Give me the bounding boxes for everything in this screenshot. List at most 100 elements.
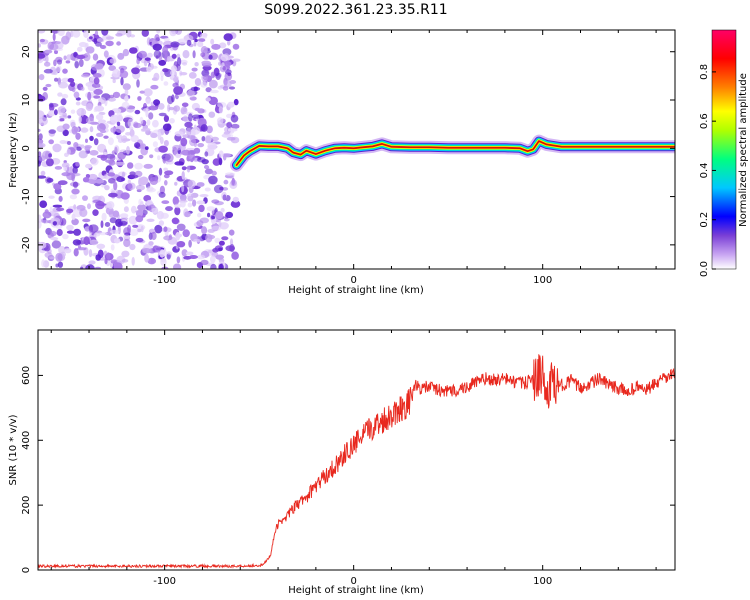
noise-speckle (81, 108, 85, 117)
noise-speckle (168, 106, 175, 111)
snr-ticks: -100 0 100 0 200 400 600 (21, 330, 675, 587)
noise-speckle (93, 77, 100, 85)
noise-speckle (208, 54, 213, 60)
noise-speckle (72, 30, 81, 38)
noise-speckle (116, 214, 120, 219)
noise-speckle (134, 162, 143, 170)
noise-speckle (83, 236, 90, 246)
noise-speckle (48, 102, 54, 108)
noise-speckle (98, 232, 108, 236)
noise-speckle (135, 237, 144, 243)
noise-speckle (41, 219, 50, 224)
noise-speckle (113, 262, 123, 269)
noise-speckle (57, 92, 63, 97)
noise-speckle (181, 171, 185, 180)
noise-speckle (131, 256, 135, 266)
noise-speckle (121, 101, 130, 109)
noise-speckle (186, 165, 191, 173)
noise-speckle (210, 255, 216, 264)
noise-speckle (142, 248, 152, 254)
noise-speckle (85, 174, 90, 178)
noise-speckle (85, 46, 95, 54)
noise-speckle (95, 41, 102, 47)
noise-speckle (134, 142, 141, 149)
noise-speckle (209, 79, 218, 89)
noise-speckle (38, 151, 42, 157)
noise-speckle (208, 111, 216, 118)
noise-speckle (134, 109, 141, 115)
noise-speckle (56, 228, 63, 237)
noise-speckle (154, 224, 163, 234)
noise-speckle (107, 137, 114, 146)
noise-speckle (174, 161, 185, 166)
noise-speckle (61, 93, 69, 99)
y-tick-label: 600 (21, 366, 32, 385)
noise-speckle (182, 62, 188, 66)
noise-speckle (62, 234, 69, 240)
noise-speckle (42, 211, 52, 219)
noise-speckle (120, 192, 130, 200)
noise-speckle (92, 209, 99, 217)
noise-speckle (88, 260, 96, 265)
noise-speckle (44, 252, 53, 258)
noise-speckle (148, 112, 154, 120)
noise-speckle (67, 115, 72, 119)
noise-speckle (196, 182, 205, 187)
noise-speckle (196, 157, 206, 163)
noise-speckle (225, 172, 235, 176)
noise-speckle (100, 45, 106, 49)
noise-speckle (76, 54, 86, 60)
noise-speckle (95, 114, 104, 121)
noise-speckle (212, 158, 221, 166)
noise-speckle (165, 206, 173, 212)
noise-speckle (191, 114, 202, 119)
noise-speckle (120, 77, 124, 86)
noise-speckle (38, 220, 42, 229)
noise-speckle (196, 220, 204, 227)
noise-speckle (135, 215, 144, 223)
noise-speckle (144, 253, 150, 263)
noise-speckle (51, 240, 62, 249)
noise-speckle (200, 81, 208, 88)
noise-speckle (141, 127, 151, 132)
noise-speckle (226, 137, 236, 141)
noise-speckle (55, 263, 59, 268)
noise-speckle (188, 113, 193, 122)
noise-speckle (94, 30, 99, 36)
noise-speckle (181, 184, 185, 193)
noise-speckle (57, 261, 64, 268)
noise-speckle (107, 172, 116, 177)
noise-speckle (112, 91, 121, 99)
noise-speckle (194, 61, 199, 67)
noise-speckle (41, 259, 46, 268)
carrier-track-band-5 (235, 140, 675, 167)
noise-speckle (56, 125, 66, 133)
noise-speckle (149, 154, 154, 159)
colorbar-tick-label: 0.0 (699, 261, 710, 277)
noise-speckle (38, 53, 46, 59)
noise-speckle (89, 135, 94, 141)
noise-speckle (92, 53, 99, 61)
noise-speckle (146, 119, 151, 126)
noise-speckle (129, 171, 136, 176)
noise-speckle (160, 70, 165, 78)
noise-speckle (158, 103, 165, 110)
noise-speckle (215, 211, 224, 220)
noise-speckle (44, 61, 51, 67)
noise-speckle (227, 128, 238, 132)
noise-speckle (87, 91, 92, 101)
noise-speckle (167, 104, 171, 112)
noise-speckle (186, 89, 195, 98)
noise-speckle (62, 68, 68, 74)
noise-speckle (210, 263, 217, 269)
snr-ylabel: SNR (10 * v/v) (8, 414, 19, 485)
noise-speckle (150, 84, 159, 90)
noise-speckle (52, 204, 63, 208)
noise-speckle (172, 82, 179, 88)
noise-speckle (191, 67, 198, 72)
noise-speckle (42, 86, 48, 91)
noise-speckle (131, 67, 140, 75)
noise-speckle (206, 125, 213, 134)
noise-speckle (188, 239, 192, 248)
colorbar-frame (711, 29, 737, 270)
